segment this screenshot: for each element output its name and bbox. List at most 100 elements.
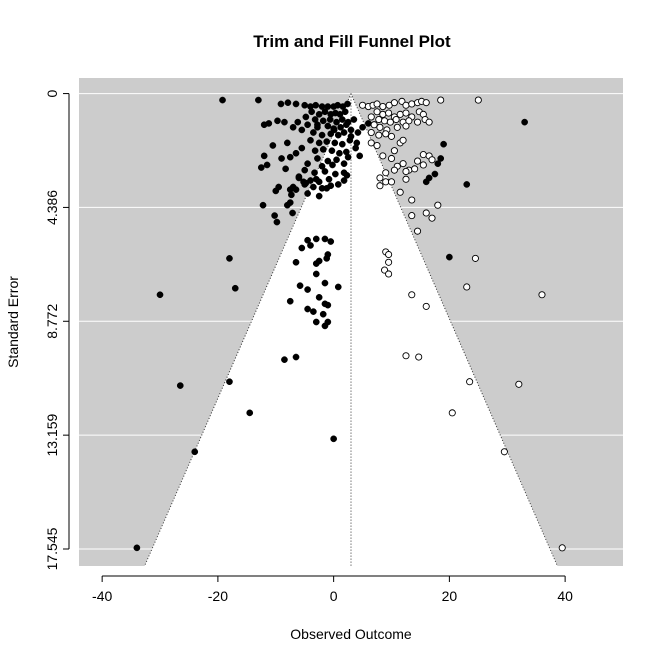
filled-in-study-point-78 bbox=[385, 270, 393, 278]
observed-study-point-57 bbox=[346, 136, 354, 144]
observed-study-point-0 bbox=[219, 96, 226, 104]
observed-study-point-54 bbox=[323, 138, 331, 145]
filled-in-study-point-49 bbox=[387, 154, 396, 163]
filled-in-study-point-28 bbox=[392, 115, 400, 124]
observed-study-point-113 bbox=[437, 155, 445, 162]
observed-study-point-47 bbox=[340, 129, 348, 136]
observed-study-point-80 bbox=[260, 152, 268, 160]
observed-study-point-71 bbox=[333, 156, 340, 164]
observed-study-point-152 bbox=[324, 318, 332, 326]
filled-in-study-point-72 bbox=[408, 212, 416, 220]
filled-in-study-point-25 bbox=[375, 115, 383, 124]
x-axis-label: Observed Outcome bbox=[290, 626, 412, 642]
observed-study-point-24 bbox=[326, 116, 334, 123]
observed-study-point-132 bbox=[298, 244, 306, 252]
observed-study-point-7 bbox=[312, 101, 320, 109]
observed-study-point-104 bbox=[312, 175, 320, 183]
observed-study-point-49 bbox=[354, 129, 362, 136]
filled-in-study-point-63 bbox=[382, 178, 390, 186]
filled-in-study-point-52 bbox=[419, 151, 427, 159]
observed-study-point-119 bbox=[521, 118, 528, 126]
filled-in-study-point-70 bbox=[434, 201, 442, 209]
observed-study-point-62 bbox=[328, 147, 336, 155]
observed-study-point-78 bbox=[286, 153, 294, 161]
filled-in-study-point-83 bbox=[538, 291, 546, 299]
observed-study-point-67 bbox=[269, 142, 277, 149]
observed-study-point-153 bbox=[226, 255, 233, 262]
filled-in-study-point-24 bbox=[367, 113, 375, 121]
x-tick-label-0: -40 bbox=[92, 588, 112, 604]
x-tick-label-4: 40 bbox=[557, 588, 573, 604]
filled-in-study-point-42 bbox=[387, 132, 396, 140]
observed-study-point-164 bbox=[446, 253, 453, 261]
observed-study-point-155 bbox=[231, 284, 239, 292]
observed-study-point-29 bbox=[294, 118, 302, 126]
observed-study-point-21 bbox=[302, 113, 310, 121]
observed-study-point-16 bbox=[321, 108, 329, 116]
observed-study-point-43 bbox=[310, 129, 317, 136]
observed-study-point-154 bbox=[156, 291, 164, 299]
filled-in-study-point-68 bbox=[408, 196, 416, 204]
plot-area: -40 -20 0 20 40 0 4.386 8.772 13.159 17.545 bbox=[44, 78, 623, 604]
filled-in-study-point-44 bbox=[399, 136, 407, 144]
observed-study-point-51 bbox=[365, 120, 372, 127]
observed-study-point-60 bbox=[311, 147, 319, 155]
observed-study-point-70 bbox=[324, 157, 332, 165]
observed-study-point-146 bbox=[286, 297, 294, 305]
filled-in-study-point-65 bbox=[387, 178, 396, 186]
observed-study-point-129 bbox=[304, 236, 311, 244]
observed-study-point-157 bbox=[292, 353, 300, 361]
filled-in-study-point-35 bbox=[376, 123, 384, 131]
observed-study-point-128 bbox=[312, 235, 320, 243]
observed-study-point-123 bbox=[273, 218, 281, 226]
filled-in-study-point-75 bbox=[385, 250, 393, 259]
filled-in-study-point-79 bbox=[471, 254, 479, 262]
filled-in-study-point-33 bbox=[425, 118, 433, 126]
observed-study-point-15 bbox=[315, 110, 323, 118]
observed-study-point-166 bbox=[330, 126, 338, 134]
observed-study-point-50 bbox=[359, 123, 366, 131]
observed-study-point-69 bbox=[314, 155, 321, 162]
observed-study-point-86 bbox=[321, 168, 329, 175]
filled-in-study-point-20 bbox=[402, 109, 410, 117]
observed-study-point-79 bbox=[278, 155, 285, 162]
filled-in-study-point-86 bbox=[466, 378, 474, 386]
filled-in-study-point-16 bbox=[379, 110, 387, 118]
filled-in-study-point-54 bbox=[414, 157, 422, 165]
observed-study-point-111 bbox=[323, 184, 331, 192]
observed-study-point-85 bbox=[311, 169, 318, 177]
observed-study-point-73 bbox=[356, 152, 364, 160]
filled-in-study-point-67 bbox=[396, 188, 404, 196]
funnel-region bbox=[144, 93, 558, 567]
observed-study-point-149 bbox=[319, 310, 327, 318]
observed-study-point-59 bbox=[298, 144, 306, 152]
filled-in-study-point-59 bbox=[428, 156, 436, 164]
observed-study-point-141 bbox=[304, 286, 311, 293]
filled-in-study-point-55 bbox=[419, 161, 427, 169]
filled-in-study-point-90 bbox=[558, 544, 566, 552]
observed-study-point-142 bbox=[296, 282, 304, 290]
observed-study-point-20 bbox=[341, 108, 349, 116]
observed-study-point-3 bbox=[284, 99, 292, 107]
observed-study-point-103 bbox=[302, 179, 310, 187]
observed-study-point-114 bbox=[434, 160, 442, 168]
observed-study-point-105 bbox=[325, 175, 333, 183]
observed-study-point-28 bbox=[350, 116, 358, 123]
observed-study-point-65 bbox=[352, 144, 359, 152]
filled-in-study-point-47 bbox=[390, 147, 398, 155]
observed-study-point-148 bbox=[310, 308, 317, 315]
filled-in-study-point-50 bbox=[399, 160, 407, 168]
filled-in-study-point-37 bbox=[393, 123, 401, 131]
y-tick-label-1: 4.386 bbox=[44, 190, 60, 225]
filled-in-study-point-62 bbox=[376, 174, 384, 182]
observed-study-point-13 bbox=[344, 100, 351, 108]
observed-study-point-94 bbox=[272, 187, 280, 195]
observed-study-point-1 bbox=[255, 96, 262, 104]
observed-study-point-38 bbox=[274, 117, 281, 125]
filled-in-study-point-38 bbox=[402, 122, 410, 130]
observed-study-point-125 bbox=[259, 201, 267, 209]
observed-study-point-36 bbox=[347, 126, 355, 134]
y-tick-label-4: 17.545 bbox=[44, 527, 60, 570]
observed-study-point-5 bbox=[301, 101, 309, 109]
